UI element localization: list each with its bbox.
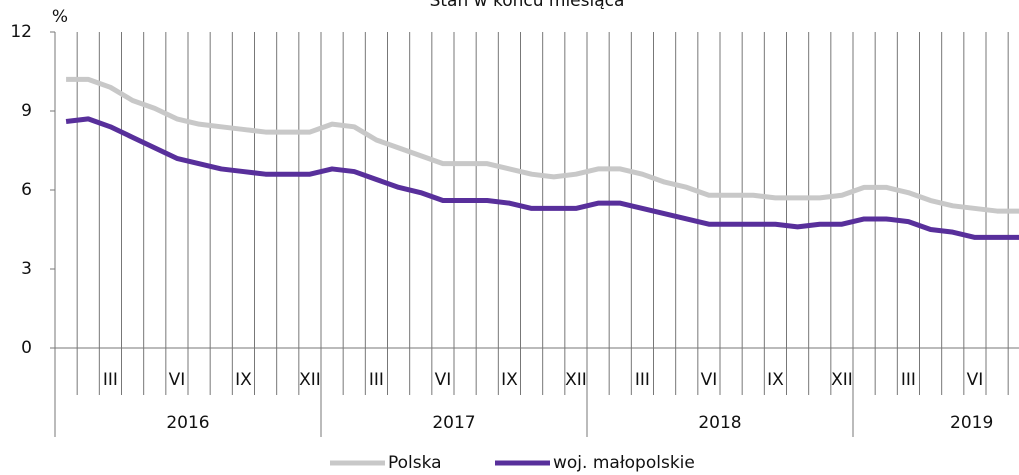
- y-axis-label: %: [52, 7, 68, 27]
- x-tick-label: IX: [767, 370, 784, 390]
- legend-label: Polska: [388, 453, 442, 473]
- x-tick-label: VI: [967, 370, 984, 390]
- x-tick-label: III: [635, 370, 650, 390]
- y-tick-label: 3: [21, 259, 32, 279]
- y-tick-label: 0: [21, 338, 32, 358]
- x-tick-label: IX: [501, 370, 518, 390]
- y-tick-label: 9: [21, 101, 32, 121]
- year-label: 2018: [698, 413, 741, 433]
- y-tick-label: 12: [10, 22, 32, 42]
- year-label: 2016: [166, 413, 209, 433]
- x-tick-label: XII: [831, 370, 853, 390]
- x-tick-label: III: [369, 370, 384, 390]
- series-line: [65, 116, 1019, 240]
- y-tick-label: 6: [21, 180, 32, 200]
- x-tick-label: III: [901, 370, 916, 390]
- x-tick-label: XII: [299, 370, 321, 390]
- year-label: 2017: [432, 413, 475, 433]
- x-tick-label: III: [103, 370, 118, 390]
- series-line: [66, 76, 1019, 214]
- chart-title: Stan w końcu miesiąca: [430, 0, 625, 11]
- legend-label: woj. małopolskie: [553, 453, 695, 473]
- x-tick-label: XII: [565, 370, 587, 390]
- x-tick-label: VI: [169, 370, 186, 390]
- x-tick-label: VI: [435, 370, 452, 390]
- x-tick-label: VI: [701, 370, 718, 390]
- x-tick-label: IX: [235, 370, 252, 390]
- year-label: 2019: [950, 413, 993, 433]
